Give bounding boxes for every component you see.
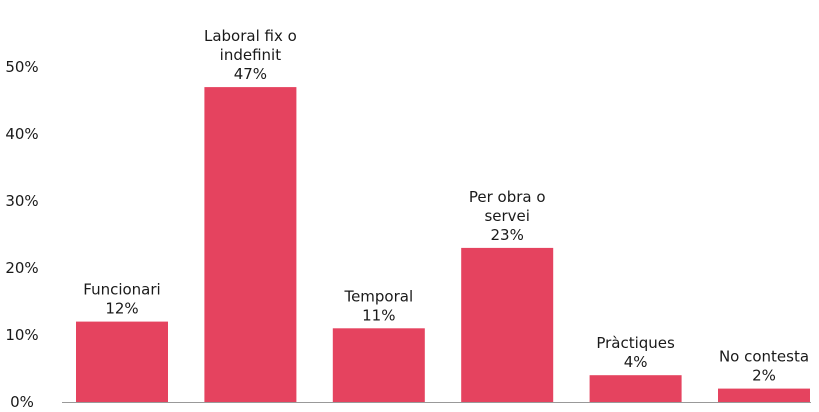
category-label: servei bbox=[484, 207, 529, 225]
value-label: 23% bbox=[491, 226, 524, 244]
bar bbox=[332, 328, 425, 402]
y-tick-label: 0% bbox=[10, 393, 34, 411]
category-label: Temporal bbox=[343, 287, 413, 305]
y-tick-label: 30% bbox=[5, 192, 38, 210]
category-label: Laboral fix o bbox=[204, 27, 297, 45]
bar bbox=[718, 388, 810, 402]
y-tick-label: 40% bbox=[5, 125, 38, 143]
value-label: 47% bbox=[234, 65, 267, 83]
bar bbox=[589, 375, 682, 402]
y-tick-label: 50% bbox=[5, 58, 38, 76]
bar bbox=[76, 321, 168, 402]
bar bbox=[204, 87, 297, 402]
value-label: 12% bbox=[105, 300, 138, 318]
value-label: 4% bbox=[624, 353, 648, 371]
y-tick-label: 20% bbox=[5, 259, 38, 277]
value-label: 2% bbox=[752, 367, 776, 385]
category-label: Pràctiques bbox=[596, 334, 675, 352]
value-label: 11% bbox=[362, 306, 395, 324]
y-tick-label: 10% bbox=[5, 326, 38, 344]
category-label: indefinit bbox=[220, 46, 282, 64]
bar bbox=[461, 247, 554, 402]
category-label: No contesta bbox=[719, 348, 809, 366]
category-label: Funcionari bbox=[83, 281, 160, 299]
category-label: Per obra o bbox=[469, 188, 546, 206]
